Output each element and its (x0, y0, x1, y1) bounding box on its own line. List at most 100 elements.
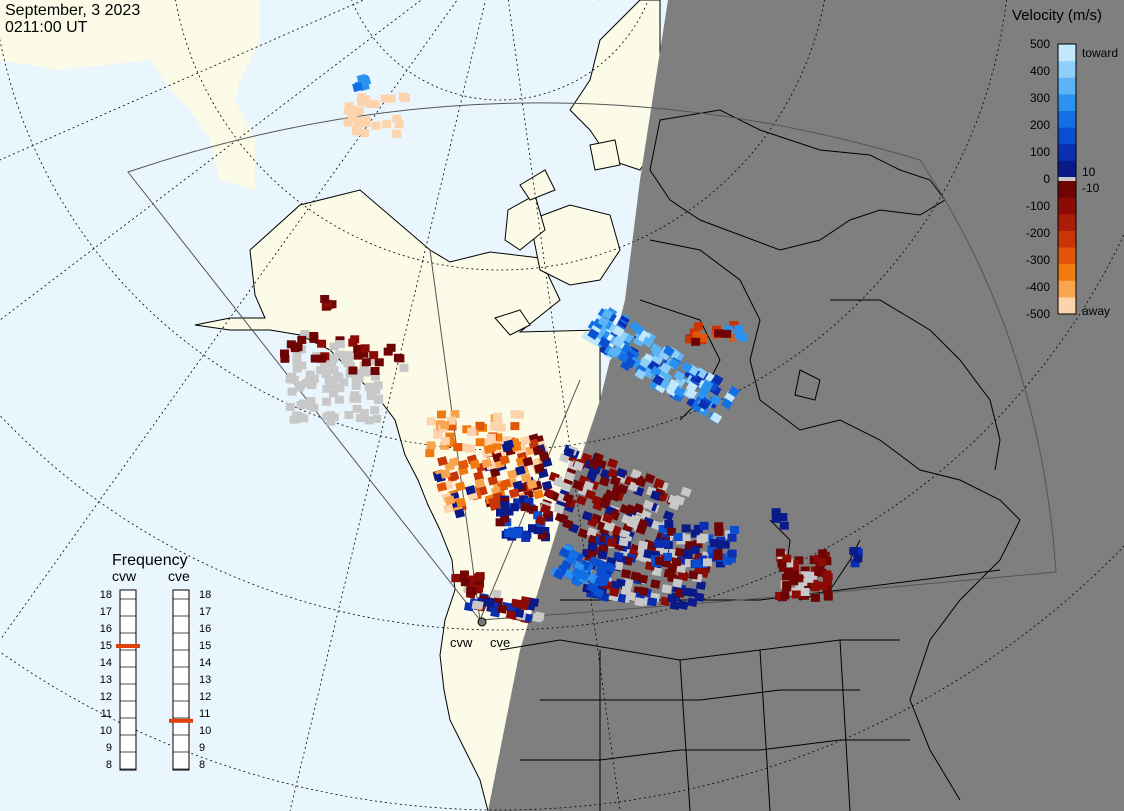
scatter-cell (577, 528, 589, 539)
frequency-tick-cve: 14 (199, 657, 211, 669)
frequency-tick-cve: 16 (199, 623, 211, 635)
scatter-cell (612, 325, 625, 337)
scatter-cell (460, 443, 470, 452)
scatter-cell (514, 608, 525, 618)
scatter-cell (606, 537, 617, 548)
scatter-cell (440, 437, 450, 445)
scatter-cell (662, 510, 675, 521)
scatter-cell (425, 449, 435, 458)
scatter-cell (635, 524, 647, 535)
scatter-cell (526, 479, 538, 490)
scatter-cell (446, 416, 456, 425)
scatter-cell (597, 550, 608, 560)
scatter-cell (677, 570, 688, 581)
scatter-cell (364, 416, 374, 425)
scatter-cell (475, 438, 485, 447)
colorbar-band-away (1058, 197, 1076, 215)
scatter-cell (572, 460, 585, 472)
scatter-cell (289, 375, 299, 384)
colorbar-band-away (1058, 230, 1076, 248)
scatter-cell (394, 120, 404, 129)
scatter-cell (853, 554, 863, 563)
label-toward: toward (1082, 46, 1118, 60)
scatter-cell (782, 583, 792, 592)
scatter-cell (345, 361, 355, 370)
scatter-cell (370, 406, 380, 415)
scatter-cell (357, 93, 367, 102)
scatter-cell (641, 336, 654, 348)
scatter-cell (784, 559, 794, 568)
scatter-cell (360, 129, 370, 138)
scatter-cell (539, 503, 552, 515)
scatter-cell (386, 94, 396, 103)
scatter-cell (850, 559, 860, 568)
scatter-cell (334, 395, 344, 404)
scatter-cell (359, 362, 369, 371)
scatter-cell (453, 443, 463, 452)
scatter-cell (326, 417, 336, 426)
scatter-cell (624, 356, 636, 369)
scatter-cell (607, 468, 619, 479)
colorbar-band-toward (1058, 127, 1076, 145)
frequency-title: Frequency (112, 552, 188, 569)
scatter-cell (602, 512, 614, 524)
scatter-cell (734, 331, 744, 340)
scatter-cell (730, 525, 739, 534)
colorbar-band-toward (1058, 60, 1076, 78)
frequency-tick-cve: 18 (199, 589, 211, 601)
scatter-cell (370, 100, 380, 109)
frequency-marker-cvw (116, 644, 140, 648)
colorbar-band-toward (1058, 93, 1076, 111)
scatter-cell (782, 576, 792, 585)
scatter-cell (538, 451, 550, 462)
scatter-cell (305, 377, 315, 386)
scatter-cell (327, 300, 337, 309)
scatter-cell (475, 579, 484, 588)
scatter-cell (666, 385, 678, 397)
scatter-cell (360, 344, 370, 353)
scatter-cell (778, 513, 788, 521)
scatter-cell (380, 94, 390, 103)
scatter-cell (642, 353, 655, 365)
scatter-cell (651, 353, 663, 366)
scatter-cell (669, 600, 680, 611)
scatter-cell (616, 467, 628, 479)
scatter-cell (693, 322, 703, 331)
scatter-cell (775, 592, 785, 600)
scatter-cell (700, 381, 713, 394)
scatter-cell (655, 556, 665, 565)
scatter-cell (361, 358, 371, 367)
scatter-cell (365, 99, 375, 108)
scatter-cell (791, 590, 801, 599)
scatter-cell (702, 558, 712, 567)
scatter-cell (351, 381, 361, 390)
scatter-cell (668, 499, 681, 511)
velocity-tick-label: 300 (1030, 91, 1050, 105)
scatter-cell (621, 585, 632, 596)
date-label: September, 3 2023 (5, 2, 140, 19)
scatter-cell (353, 351, 363, 360)
scatter-cell (810, 593, 820, 602)
scatter-cell (317, 339, 327, 348)
scatter-cell (508, 488, 520, 499)
scatter-cell (466, 575, 476, 584)
scatter-cell (617, 351, 630, 363)
scatter-cell (292, 364, 302, 373)
scatter-cell (537, 531, 547, 540)
scatter-cell (638, 586, 649, 596)
scatter-cell (348, 366, 358, 375)
scatter-cell (322, 412, 332, 421)
scatter-cell (714, 329, 723, 338)
velocity-colorbar-frame (1057, 43, 1077, 315)
scatter-cell (587, 328, 600, 340)
scatter-cell (519, 495, 529, 504)
scatter-cell (520, 503, 530, 511)
scatter-cell (426, 417, 436, 426)
scatter-cell (671, 558, 681, 567)
scatter-cell (365, 368, 375, 377)
scatter-cell (708, 553, 718, 562)
scatter-cell (593, 587, 605, 599)
scatter-cell (519, 435, 531, 446)
scatter-cell (694, 592, 705, 602)
station-marker-cvw (477, 617, 487, 627)
